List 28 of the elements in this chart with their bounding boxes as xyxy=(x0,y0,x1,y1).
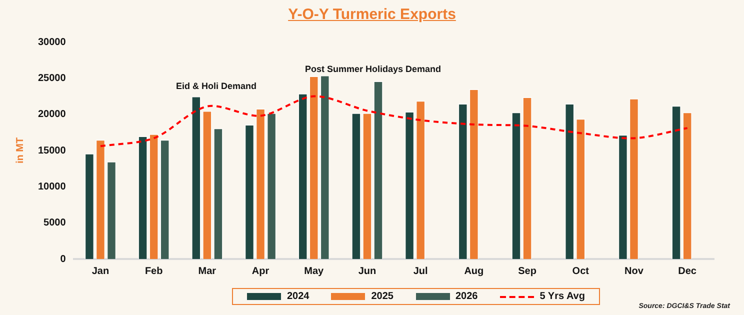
y-tick-label: 5000 xyxy=(44,218,66,229)
x-tick-label: May xyxy=(304,266,324,277)
legend-label: 5 Yrs Avg xyxy=(540,291,585,302)
x-tick-label: Dec xyxy=(678,266,697,277)
x-tick-label: Apr xyxy=(252,266,270,277)
annotation: Eid & Holi Demand xyxy=(176,81,257,91)
y-tick-label: 10000 xyxy=(38,181,66,192)
x-tick-label: Jun xyxy=(358,266,376,277)
annotation: Post Summer Holidays Demand xyxy=(305,64,442,74)
x-tick-label: Oct xyxy=(572,266,590,277)
y-axis-title: in MT xyxy=(14,137,26,164)
chart-title: Y-O-Y Turmeric Exports xyxy=(287,6,457,23)
x-tick-label: Feb xyxy=(144,266,163,277)
y-tick-label: 20000 xyxy=(38,109,66,120)
x-tick-label: Mar xyxy=(198,266,216,277)
legend-label: 2024 xyxy=(287,291,310,302)
x-tick-label: Aug xyxy=(464,266,484,277)
legend-label: 2025 xyxy=(371,291,394,302)
x-tick-label: Sep xyxy=(518,266,536,277)
line-series xyxy=(99,95,688,148)
y-tick-label: 15000 xyxy=(38,145,66,156)
x-tick-label: Jul xyxy=(413,266,428,277)
y-tick-label: 0 xyxy=(60,254,66,265)
x-tick-label: Nov xyxy=(624,266,644,277)
y-tick-label: 25000 xyxy=(38,72,66,84)
x-tick-label: Jan xyxy=(92,266,110,277)
y-tick-label: 30000 xyxy=(38,36,66,48)
legend-label: 2026 xyxy=(456,291,478,302)
